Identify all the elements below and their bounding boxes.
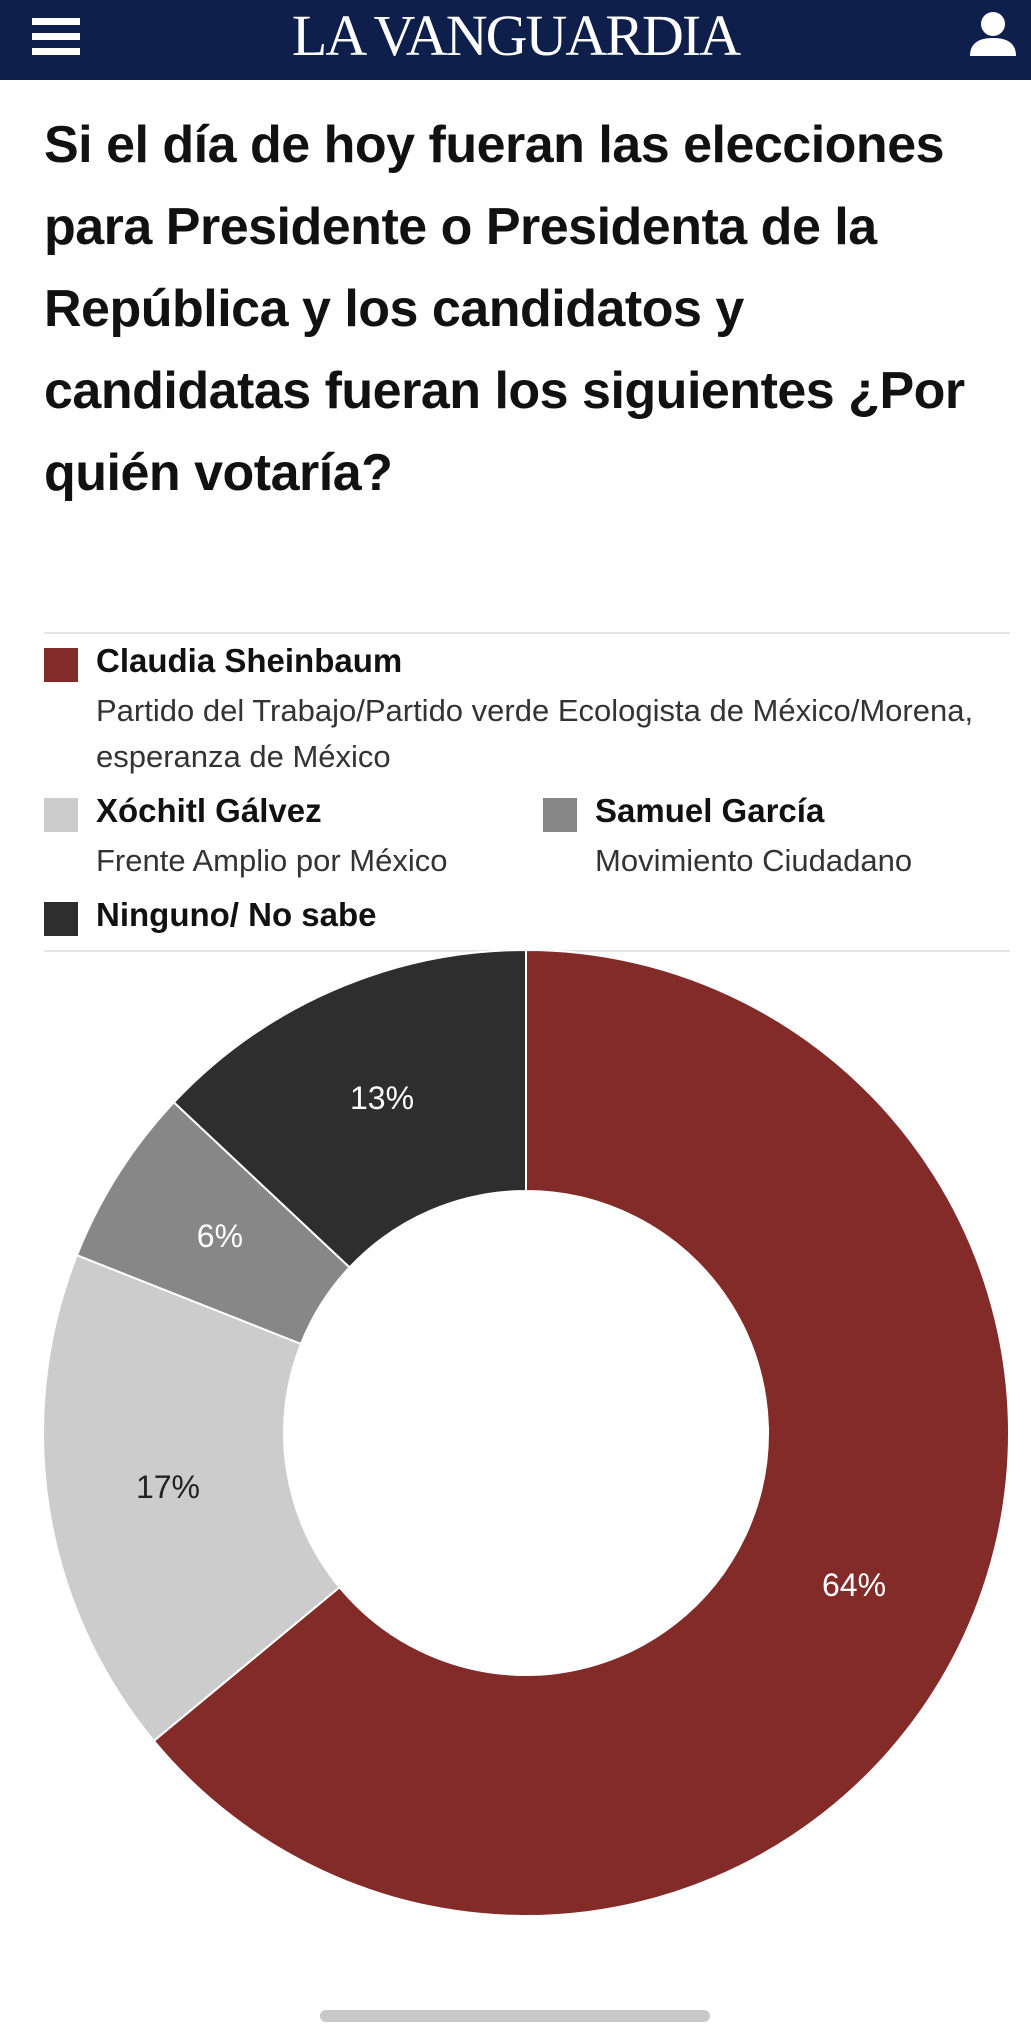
user-icon[interactable] — [970, 12, 1016, 56]
legend-description: Movimiento Ciudadano — [595, 843, 913, 878]
legend-label: Xóchitl Gálvez — [96, 792, 322, 829]
legend-description: Partido del Trabajo/Partido verde Ecolog… — [96, 693, 974, 774]
slice-label: 6% — [197, 1218, 243, 1254]
legend-label: Claudia Sheinbaum — [96, 642, 403, 679]
slice-label: 13% — [350, 1080, 414, 1116]
logo[interactable]: LA VANGUARDIA — [291, 3, 741, 68]
legend-label: Samuel García — [595, 792, 825, 829]
separator — [44, 632, 1010, 634]
header-icons — [32, 12, 1016, 56]
donut-slice — [152, 948, 1010, 1917]
legend-description: Frente Amplio por México — [96, 843, 448, 878]
header: LA VANGUARDIA — [0, 0, 1031, 80]
legend-swatch — [543, 798, 577, 832]
chart-title: Si el día de hoy fueran las elecciones p… — [44, 116, 965, 502]
slice-label: 64% — [822, 1567, 886, 1603]
menu-icon[interactable] — [32, 18, 80, 55]
donut-slice — [172, 948, 527, 1269]
slice-label: 17% — [136, 1469, 200, 1505]
legend-swatch — [44, 648, 78, 682]
legend-label: Ninguno/ No sabe — [96, 896, 377, 933]
donut-slice — [42, 1253, 341, 1743]
legend-swatch — [44, 902, 78, 936]
home-indicator — [320, 2010, 710, 2022]
legend-swatch — [44, 798, 78, 832]
